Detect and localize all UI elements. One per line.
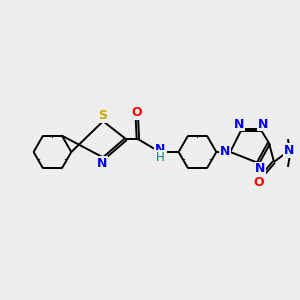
Text: N: N	[219, 146, 230, 158]
Text: N: N	[97, 157, 107, 170]
Text: H: H	[156, 151, 165, 164]
Text: N: N	[258, 118, 268, 130]
Text: S: S	[99, 110, 108, 122]
Text: N: N	[255, 163, 265, 176]
Text: N: N	[155, 143, 166, 156]
Text: N: N	[284, 144, 294, 157]
Text: N: N	[234, 118, 244, 130]
Text: O: O	[254, 176, 265, 189]
Text: O: O	[132, 106, 142, 119]
